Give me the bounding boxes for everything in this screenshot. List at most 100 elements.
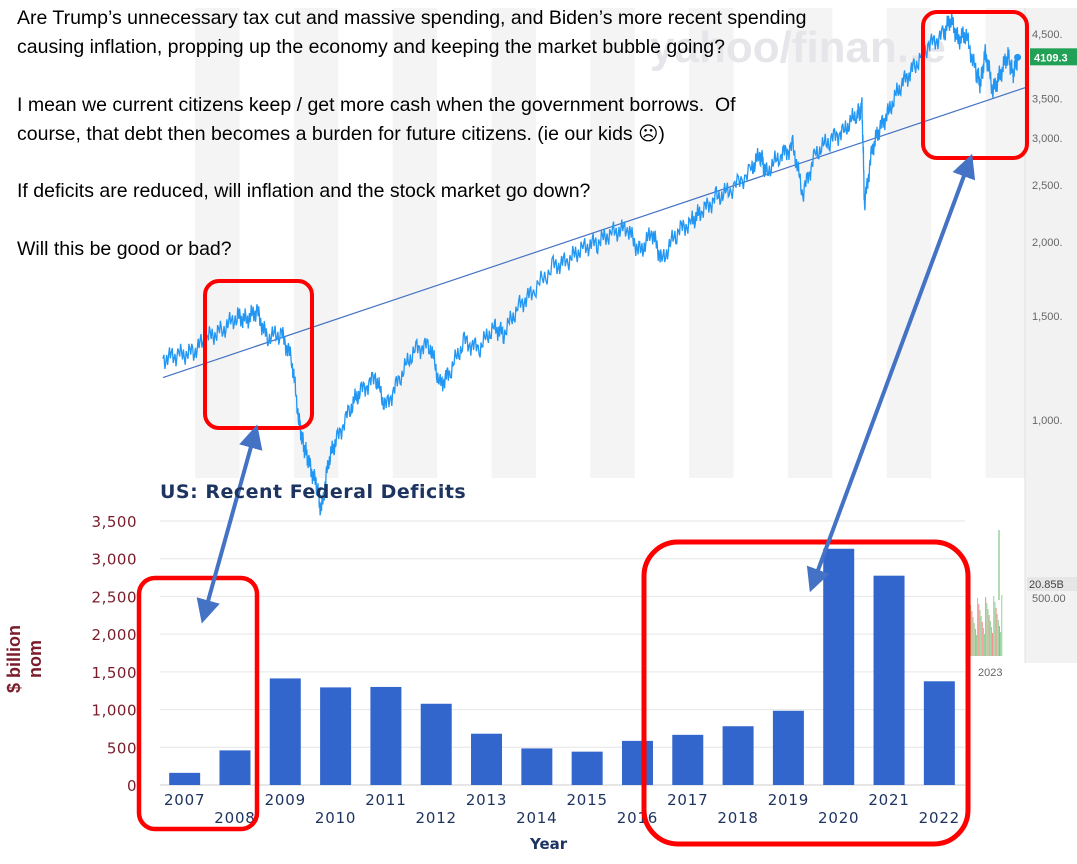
price-tick-label: 2,500. (1032, 180, 1063, 192)
volume-bar (988, 615, 990, 656)
volume-bar (992, 633, 994, 656)
volume-bar (994, 602, 996, 656)
volume-bar (976, 635, 977, 656)
background-stripe (293, 8, 339, 478)
stock-x-tick-label: 2023 (978, 667, 1002, 679)
question-line-1: Are Trump’s unnecessary tax cut and mass… (17, 7, 807, 29)
price-axis-panel (1025, 8, 1077, 663)
volume-bar (971, 611, 973, 656)
background-stripe (590, 8, 635, 478)
deficit-y-tick-label: 2,500 (92, 588, 137, 606)
deficit-bars (169, 548, 955, 785)
deficit-bar (219, 750, 251, 785)
deficit-bar (169, 772, 201, 785)
price-badge-label: 4109.3 (1034, 52, 1068, 64)
volume-bar (989, 621, 991, 656)
arrow-2021-link (806, 153, 976, 593)
deficit-x-tick-label: 2013 (466, 791, 507, 809)
background-stripe (392, 8, 438, 478)
question-line-6: Will this be good or bad? (17, 238, 232, 260)
background-stripe (491, 8, 536, 478)
volume-bar (973, 623, 975, 656)
deficit-y-tick-label: 3,500 (92, 513, 137, 531)
stock-chart: 4109.3 (162, 12, 1077, 516)
deficit-y-tick-labels: 3,500 3,000 2,500 2,000 1,500 1,000 500 0 (92, 513, 137, 795)
price-badge (1030, 48, 1077, 66)
deficit-bar (923, 681, 955, 785)
deficit-x-tick-label: 2011 (365, 791, 406, 809)
deficit-bar (823, 548, 855, 785)
deficit-x-tick-labels: 2007 2008 2009 2010 2011 2012 2013 2014 2015 2016… (164, 791, 960, 827)
price-tick-label: 2,000. (1032, 237, 1063, 249)
deficit-bar (269, 678, 301, 785)
price-line (162, 12, 1019, 516)
deficit-bar (420, 703, 452, 785)
trend-line (162, 87, 1026, 379)
price-tick-labels: 4,500. 3,500. 3,000. 2,500. 2,000. 1,500. 1,00… (1032, 29, 1066, 605)
volume-bar (972, 617, 974, 656)
volume-bar (985, 597, 987, 656)
volume-bar (978, 604, 980, 656)
background-stripe (195, 8, 240, 478)
volume-bar (1000, 632, 1002, 656)
price-tick-label: 1,000. (1032, 415, 1063, 427)
deficit-x-tick-label: 2010 (315, 809, 356, 827)
volume-bar (974, 629, 976, 656)
volume-bars: 20.85B 2023 (968, 530, 1077, 679)
volume-bar (979, 610, 981, 656)
deficit-x-tick-label: 2021 (868, 791, 909, 809)
deficit-y-tick-label: 3,000 (92, 551, 137, 569)
deficit-x-tick-label: 2018 (717, 809, 758, 827)
deficit-y-tick-label: 1,500 (92, 664, 137, 682)
deficit-chart-title: US: Recent Federal Deficits (160, 481, 467, 503)
volume-bar (984, 634, 985, 656)
question-line-2: causing inflation, propping up the econo… (17, 36, 725, 58)
volume-bar (999, 626, 1000, 656)
deficit-bar (320, 687, 352, 785)
price-tick-label: 3,500. (1032, 93, 1063, 105)
deficit-bar (873, 575, 905, 785)
volume-bar (970, 605, 972, 656)
deficit-x-tick-label: 2007 (164, 791, 205, 809)
deficit-x-tick-label: 2009 (265, 791, 306, 809)
deficit-y-tick-label: 500 (107, 739, 137, 757)
volume-bar (993, 596, 995, 656)
price-last-point (1014, 53, 1022, 61)
background-stripe (787, 8, 833, 478)
deficit-x-tick-label: 2019 (768, 791, 809, 809)
deficit-x-tick-label: 2017 (667, 791, 708, 809)
volume-badge (1027, 577, 1077, 591)
volume-bar (987, 609, 989, 656)
volume-bar (977, 598, 979, 656)
price-tick-label: 3,000. (1032, 133, 1063, 145)
volume-bar (996, 614, 998, 656)
deficit-y-tick-label: 0 (127, 777, 137, 795)
deficit-x-axis-label: Year (530, 835, 568, 853)
price-tick-label: 1,500. (1032, 311, 1063, 323)
volume-bar (986, 603, 988, 656)
deficit-x-tick-label: 2008 (214, 809, 255, 827)
deficit-x-tick-label: 2016 (617, 809, 658, 827)
volume-bar (991, 627, 992, 656)
deficit-bar (722, 726, 754, 785)
deficit-bar (672, 734, 704, 785)
volume-bar (997, 620, 999, 656)
deficit-bar (521, 748, 553, 785)
volume-bar (982, 628, 984, 656)
question-line-3: I mean we current citizens keep / get mo… (17, 94, 736, 116)
price-tick-label: 500.00 (1032, 593, 1066, 605)
question-line-5: If deficits are reduced, will inflation … (17, 180, 591, 202)
volume-bar (995, 608, 997, 656)
volume-bar (1001, 595, 1003, 656)
price-tick-label: 4,500. (1032, 29, 1063, 41)
deficit-x-tick-label: 2015 (566, 791, 607, 809)
deficit-x-tick-label: 2022 (919, 809, 960, 827)
background-stripe (689, 8, 734, 478)
deficit-x-tick-label: 2014 (516, 809, 557, 827)
volume-badge-label: 20.85B (1029, 579, 1064, 591)
watermark: yahoo/finan..e (650, 23, 946, 72)
deficit-y-tick-label: 1,000 (92, 702, 137, 720)
deficit-x-tick-label: 2012 (416, 809, 457, 827)
